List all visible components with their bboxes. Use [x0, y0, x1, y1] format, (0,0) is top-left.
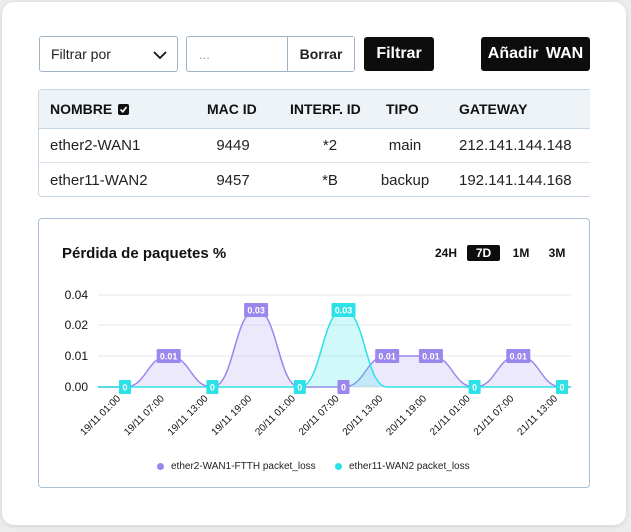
x-tick-label: 20/11 13:00: [341, 393, 386, 438]
data-label-badge: [506, 349, 531, 363]
legend-label: ether2-WAN1-FTTH packet_loss: [171, 461, 316, 472]
column-header-tipo: TIPO: [386, 101, 419, 117]
chevron-down-icon: [153, 51, 167, 60]
filter-select-value: Filtrar por: [51, 46, 111, 62]
cell-mac-id: 9449: [216, 137, 250, 154]
table-header: NOMBRE MAC ID INTERF. ID TIPO GATEWAY: [39, 90, 590, 129]
legend-item-series-1[interactable]: ether2-WAN1-FTTH packet_loss: [157, 461, 316, 472]
data-label: 0: [122, 383, 127, 393]
series-area: [98, 310, 571, 387]
column-header-nombre[interactable]: NOMBRE: [50, 90, 130, 128]
range-tab-7d[interactable]: 7D: [467, 245, 500, 261]
data-label: 0.01: [422, 352, 440, 362]
wan-table: NOMBRE MAC ID INTERF. ID TIPO GATEWAY et…: [38, 89, 590, 197]
range-tab-3m[interactable]: 3M: [548, 246, 566, 260]
table-row[interactable]: ether11-WAN2 9457 *B backup 192.141.144.…: [39, 163, 590, 196]
x-tick-label: 21/11 01:00: [428, 393, 473, 438]
data-label: 0.01: [378, 352, 396, 362]
table-row[interactable]: ether2-WAN1 9449 *2 main 212.141.144.148: [39, 129, 590, 163]
data-label-badge: [556, 380, 568, 394]
sort-icon[interactable]: [118, 103, 130, 115]
data-label-badge: [337, 380, 350, 394]
cell-interf-id: *2: [322, 137, 338, 154]
data-label: 0.01: [160, 352, 178, 362]
cell-nombre: ether2-WAN1: [50, 137, 141, 154]
series-area: [98, 310, 571, 387]
x-tick-label: 21/11 13:00: [516, 393, 561, 438]
x-tick-label: 21/11 07:00: [472, 393, 517, 438]
data-label: 0: [472, 383, 477, 393]
column-header-interf-id: INTERF. ID: [290, 101, 361, 117]
data-label: 0: [297, 383, 302, 393]
data-label-badge: [418, 349, 443, 363]
column-header-mac-id: MAC ID: [207, 101, 257, 117]
y-tick-label: 0.01: [65, 349, 89, 363]
packet-loss-chart: 0.04 0.02 0.01 0.00 0 0.01 0 0.03 0 0.03 0.01 0.01 0…: [65, 288, 571, 438]
y-tick-label: 0.00: [65, 380, 89, 394]
data-label-badge: [468, 380, 481, 394]
filter-button[interactable]: Filtrar: [364, 37, 434, 71]
cell-nombre: ether11-WAN2: [50, 171, 148, 189]
cell-gateway: 212.141.144.148: [459, 137, 572, 154]
x-tick-label: 20/11 19:00: [384, 393, 429, 438]
clear-button[interactable]: Borrar: [287, 37, 354, 71]
column-header-gateway: GATEWAY: [459, 101, 528, 117]
data-label-badge: [119, 380, 131, 394]
data-label: 0.03: [335, 306, 353, 316]
cell-tipo: backup: [380, 171, 430, 189]
x-tick-label: 19/11 19:00: [210, 393, 255, 438]
legend-label: ether11-WAN2 packet_loss: [349, 461, 470, 472]
data-label: 0: [341, 383, 346, 393]
data-label-badge: [293, 380, 306, 394]
x-tick-label: 20/11 07:00: [297, 393, 342, 438]
x-tick-label: 20/11 01:00: [253, 393, 298, 438]
data-label-badge: [156, 349, 181, 363]
range-tab-1m[interactable]: 1M: [512, 246, 530, 260]
legend-dot: [335, 463, 342, 470]
filter-select[interactable]: Filtrar por: [39, 36, 178, 72]
range-tab-24h[interactable]: 24H: [434, 246, 457, 260]
x-tick-label: 19/11 13:00: [166, 393, 211, 438]
panel-title: Pérdida de paquetes %: [62, 245, 227, 262]
legend-dot: [157, 463, 164, 470]
legend-item-series-2[interactable]: ether11-WAN2 packet_loss: [335, 461, 470, 472]
data-label: 0: [210, 383, 215, 393]
cell-gateway: 192.141.144.168: [459, 171, 572, 189]
data-label-badge: [375, 349, 400, 363]
x-tick-label: 19/11 07:00: [122, 393, 167, 438]
cell-mac-id: 9457: [216, 171, 250, 189]
data-label: 0.01: [510, 352, 528, 362]
cell-interf-id: *B: [322, 171, 338, 189]
data-label: 0: [559, 383, 564, 393]
x-tick-label: 19/11 01:00: [79, 393, 124, 438]
y-tick-label: 0.02: [65, 318, 89, 332]
data-label-badge: [244, 303, 269, 317]
add-wan-button[interactable]: Añadir WAN: [481, 37, 590, 71]
packet-loss-panel: Pérdida de paquetes % 24H 7D 1M 3M 0.04 0…: [38, 218, 590, 488]
cell-tipo: main: [388, 137, 422, 154]
search-input[interactable]: [187, 37, 287, 71]
data-label: 0.03: [247, 306, 265, 316]
data-label-badge: [206, 380, 219, 394]
data-label-badge: [331, 303, 356, 317]
y-tick-label: 0.04: [65, 288, 89, 302]
search-group: Borrar: [186, 36, 355, 72]
